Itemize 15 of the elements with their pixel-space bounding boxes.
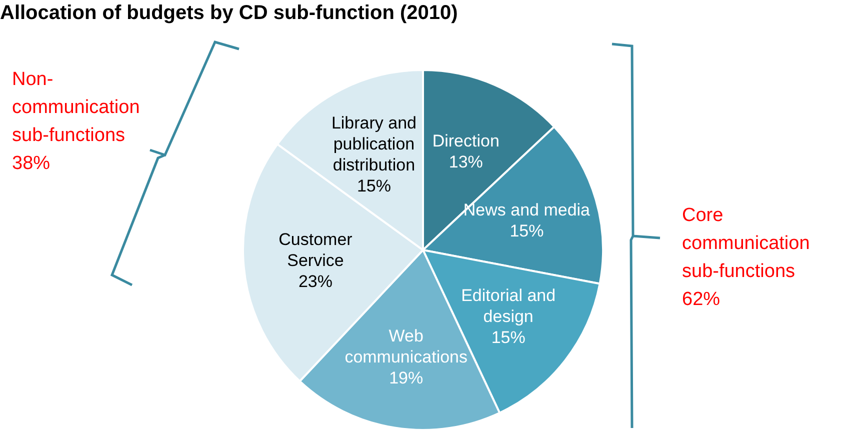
slice-label: Editorial and design [461,286,556,326]
text: Non-communication sub-functions 38% [12,68,141,176]
data-label: 23% [298,272,332,291]
slice-label: Customer Service [278,230,353,270]
data-label: 15% [491,328,526,347]
data-label: 19% [389,368,424,388]
text: Core communication sub-functions 62% [682,204,811,312]
slice-label: Web communications [344,326,468,366]
data-label: 15% [356,176,391,195]
slice-label: Library and publication distribution [331,112,416,174]
data-label: 13% [448,152,483,171]
slice-label: News and media [463,200,591,219]
slice-label: Direction [432,130,500,150]
chart-title: Allocation of budgets by CD sub-function (2010) [0,2,458,25]
data-label: 15% [510,220,544,240]
